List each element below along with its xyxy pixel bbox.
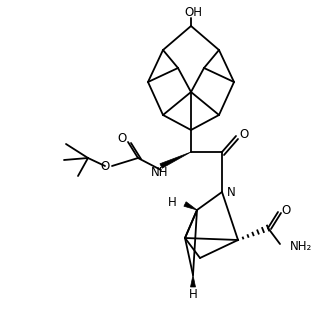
Text: O: O <box>117 133 127 146</box>
Polygon shape <box>160 152 191 168</box>
Text: O: O <box>101 160 110 174</box>
Text: H: H <box>189 289 197 301</box>
Text: OH: OH <box>184 7 202 19</box>
Text: NH: NH <box>151 166 169 178</box>
Text: O: O <box>281 203 291 216</box>
Text: NH₂: NH₂ <box>290 239 312 253</box>
Polygon shape <box>184 202 197 210</box>
Polygon shape <box>190 275 195 287</box>
Text: N: N <box>227 186 236 198</box>
Text: O: O <box>239 128 248 140</box>
Text: H: H <box>168 195 177 209</box>
